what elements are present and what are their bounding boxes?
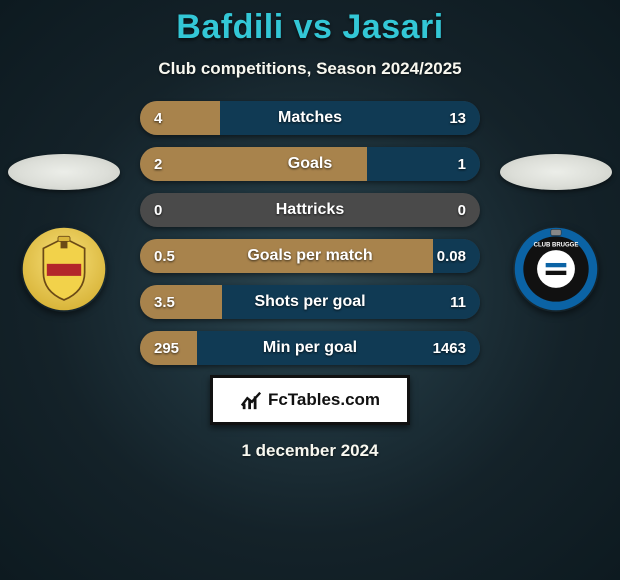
footer: FcTables.com 1 december 2024 xyxy=(0,375,620,461)
svg-text:CLUB BRUGGE: CLUB BRUGGE xyxy=(534,243,579,249)
stats-column: 413Matches 21Goals 0 0Hattricks 0.50.08Goals… xyxy=(138,101,482,365)
stat-segment-right xyxy=(220,101,480,135)
subtitle: Club competitions, Season 2024/2025 xyxy=(0,59,620,79)
main-row: 413Matches 21Goals 0 0Hattricks 0.50.08Goals… xyxy=(0,101,620,365)
right-player-placeholder xyxy=(500,154,612,190)
stat-value-right: 0 xyxy=(458,193,466,227)
stat-bar: 3.511Shots per goal xyxy=(140,285,480,319)
stat-segment-left xyxy=(140,285,222,319)
right-player-column: CLUB BRUGGE xyxy=(496,154,616,312)
left-player-column xyxy=(4,154,124,312)
stat-bar: 2951463Min per goal xyxy=(140,331,480,365)
club-badge-icon: CLUB BRUGGE xyxy=(513,226,599,312)
brand-label: FcTables.com xyxy=(268,390,380,410)
date-label: 1 december 2024 xyxy=(241,441,378,461)
stat-segment-right xyxy=(222,285,480,319)
stat-bar: 413Matches xyxy=(140,101,480,135)
comparison-infographic: Bafdili vs Jasari Club competitions, Sea… xyxy=(0,0,620,580)
page-title: Bafdili vs Jasari xyxy=(0,0,620,47)
stat-bar: 0.50.08Goals per match xyxy=(140,239,480,273)
stat-segment-left xyxy=(140,101,220,135)
left-club-crest xyxy=(21,226,107,312)
stat-segment-right xyxy=(433,239,480,273)
chart-icon xyxy=(240,389,262,411)
left-player-placeholder xyxy=(8,154,120,190)
brand-badge: FcTables.com xyxy=(210,375,410,425)
shield-icon xyxy=(21,226,107,312)
stat-bar: 21Goals xyxy=(140,147,480,181)
right-club-crest: CLUB BRUGGE xyxy=(513,226,599,312)
stat-bar: 0 0Hattricks xyxy=(140,193,480,227)
stat-segment-right xyxy=(197,331,480,365)
stat-segment-left xyxy=(140,239,433,273)
stat-label: Hattricks xyxy=(140,193,480,227)
stat-segment-left xyxy=(140,331,197,365)
stat-segment-left xyxy=(140,147,367,181)
stat-value-left: 0 xyxy=(154,193,162,227)
stat-segment-right xyxy=(367,147,480,181)
